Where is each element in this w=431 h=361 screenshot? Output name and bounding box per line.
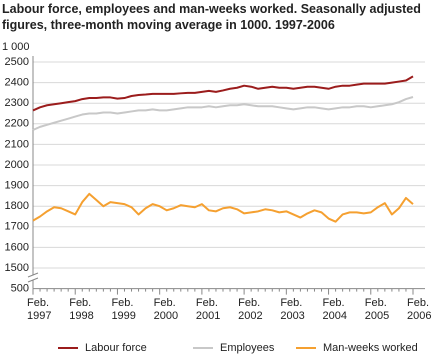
legend-label: Employees bbox=[220, 342, 275, 354]
x-tick-label: Feb. 2004 bbox=[322, 296, 348, 322]
x-tick-label: Feb. 2003 bbox=[280, 296, 305, 322]
series-line bbox=[32, 192, 414, 223]
y-tick-label: 2400 bbox=[5, 77, 29, 89]
chart-title: Labour force, employees and man-weeks wo… bbox=[2, 2, 421, 32]
y-tick-label: 2200 bbox=[5, 118, 29, 130]
y-tick-label: 1900 bbox=[5, 180, 29, 192]
x-tick-label: Feb. 2005 bbox=[364, 296, 390, 322]
legend-label: Man-weeks worked bbox=[323, 342, 418, 354]
x-tick-label: Feb. 2000 bbox=[153, 296, 179, 322]
series-line bbox=[32, 96, 414, 131]
legend-label: Labour force bbox=[85, 342, 147, 354]
y-tick-label: 2000 bbox=[5, 159, 29, 171]
x-tick-label: Feb. 2001 bbox=[195, 296, 221, 322]
y-unit-label: 1 000 bbox=[2, 41, 30, 53]
x-tick-label: Feb. 2006 bbox=[407, 296, 431, 322]
y-tick-label: 2300 bbox=[5, 97, 29, 109]
y-tick-label: 500 bbox=[11, 283, 29, 295]
x-tick-label: Feb. 1999 bbox=[111, 296, 136, 322]
x-tick-label: Feb. 1998 bbox=[69, 296, 94, 322]
y-tick-label: 1700 bbox=[5, 221, 29, 233]
y-tick-label: 1500 bbox=[5, 262, 29, 274]
y-tick-label: 2100 bbox=[5, 138, 29, 150]
series-line bbox=[32, 75, 414, 112]
x-tick-label: Feb. 2002 bbox=[238, 296, 263, 322]
y-tick-label: 1800 bbox=[5, 200, 29, 212]
axis-break bbox=[28, 275, 38, 280]
y-tick-label: 1600 bbox=[5, 241, 29, 253]
x-tick-label: Feb. 1997 bbox=[27, 296, 52, 322]
axis-break bbox=[27, 272, 39, 283]
y-tick-label: 2500 bbox=[5, 56, 29, 68]
